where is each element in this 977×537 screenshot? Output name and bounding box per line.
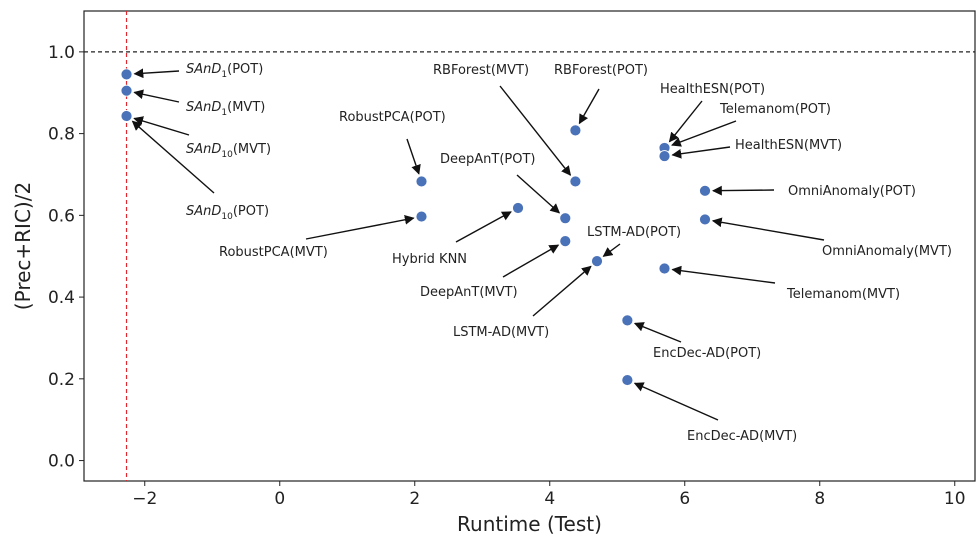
- plot-area: [83, 10, 976, 482]
- point-label: Telemanom(MVT): [786, 287, 900, 302]
- data-point: [415, 175, 428, 188]
- annotation-arrow: [133, 68, 180, 79]
- x-axis-label: Runtime (Test): [457, 512, 602, 536]
- annotation-arrow: [602, 243, 621, 257]
- point-label: RobustPCA(POT): [339, 110, 446, 125]
- point-label: SAnD1(POT): [186, 62, 263, 80]
- y-tick-label: 0.4: [48, 288, 75, 308]
- point-label: LSTM-AD(POT): [587, 225, 681, 240]
- point-label: EncDec-AD(POT): [653, 346, 761, 361]
- data-point: [120, 84, 133, 97]
- point-label: DeepAnT(POT): [440, 152, 536, 167]
- x-tick-label: 0: [274, 489, 285, 509]
- annotation-arrow: [578, 88, 600, 125]
- data-point: [621, 374, 634, 386]
- annotation-arrow: [516, 174, 561, 214]
- data-point: [591, 255, 603, 268]
- annotation-arrow: [133, 89, 180, 103]
- x-tick-label: −2: [132, 489, 157, 509]
- point-label: RBForest(MVT): [433, 63, 529, 78]
- data-point: [120, 110, 133, 122]
- y-axis-label: (Prec+RIC)/2: [11, 182, 35, 310]
- x-tick-label: 4: [544, 489, 555, 509]
- annotation-arrow: [133, 116, 190, 136]
- annotation-arrow: [305, 214, 415, 240]
- data-point: [569, 175, 582, 188]
- annotation-arrow: [671, 120, 737, 147]
- data-point: [512, 202, 524, 214]
- point-label: RobustPCA(MVT): [219, 245, 328, 260]
- point-label: SAnD10(POT): [186, 204, 269, 222]
- data-point: [569, 124, 582, 137]
- point-label: LSTM-AD(MVT): [453, 325, 549, 340]
- annotation-arrow: [131, 120, 215, 194]
- annotation-arrow: [712, 185, 775, 196]
- annotation-arrow: [502, 244, 560, 278]
- annotation-arrow: [668, 100, 703, 143]
- data-point: [120, 68, 133, 81]
- data-point: [658, 150, 671, 162]
- point-label: OmniAnomaly(POT): [788, 184, 916, 199]
- point-label: RBForest(POT): [554, 63, 648, 78]
- point-label: Telemanom(POT): [719, 102, 831, 117]
- annotation-arrow: [671, 265, 776, 284]
- annotation-arrow: [455, 211, 512, 243]
- point-label: DeepAnT(MVT): [420, 285, 518, 300]
- annotation-arrow: [406, 138, 421, 175]
- x-tick-label: 6: [679, 489, 690, 509]
- y-tick-label: 0.2: [48, 370, 75, 390]
- y-tick-label: 0.6: [48, 206, 75, 226]
- data-point: [415, 210, 428, 223]
- annotation-arrow: [671, 146, 731, 159]
- data-point: [658, 262, 671, 275]
- y-tick-label: 0.0: [48, 452, 75, 472]
- x-tick-label: 10: [944, 489, 966, 509]
- y-tick-label: 1.0: [48, 43, 75, 63]
- data-point: [699, 184, 711, 197]
- point-label: EncDec-AD(MVT): [687, 429, 797, 444]
- point-label: OmniAnomaly(MVT): [822, 244, 952, 259]
- point-label: SAnD10(MVT): [186, 142, 271, 160]
- data-point: [699, 213, 711, 226]
- data-point: [559, 235, 572, 247]
- y-tick-label: 0.8: [48, 125, 75, 145]
- annotation-arrow: [711, 217, 825, 241]
- annotation-arrow: [499, 85, 572, 176]
- annotation-arrow: [532, 265, 592, 317]
- x-tick-label: 8: [814, 489, 825, 509]
- point-label: Hybrid KNN: [392, 252, 467, 267]
- point-label: HealthESN(MVT): [735, 138, 842, 153]
- point-label: SAnD1(MVT): [186, 100, 265, 118]
- annotation-arrow: [633, 382, 719, 421]
- x-tick-label: 2: [409, 489, 420, 509]
- data-point: [559, 212, 572, 225]
- data-point: [621, 314, 634, 327]
- annotation-arrow: [633, 322, 682, 343]
- point-label: HealthESN(POT): [660, 82, 765, 97]
